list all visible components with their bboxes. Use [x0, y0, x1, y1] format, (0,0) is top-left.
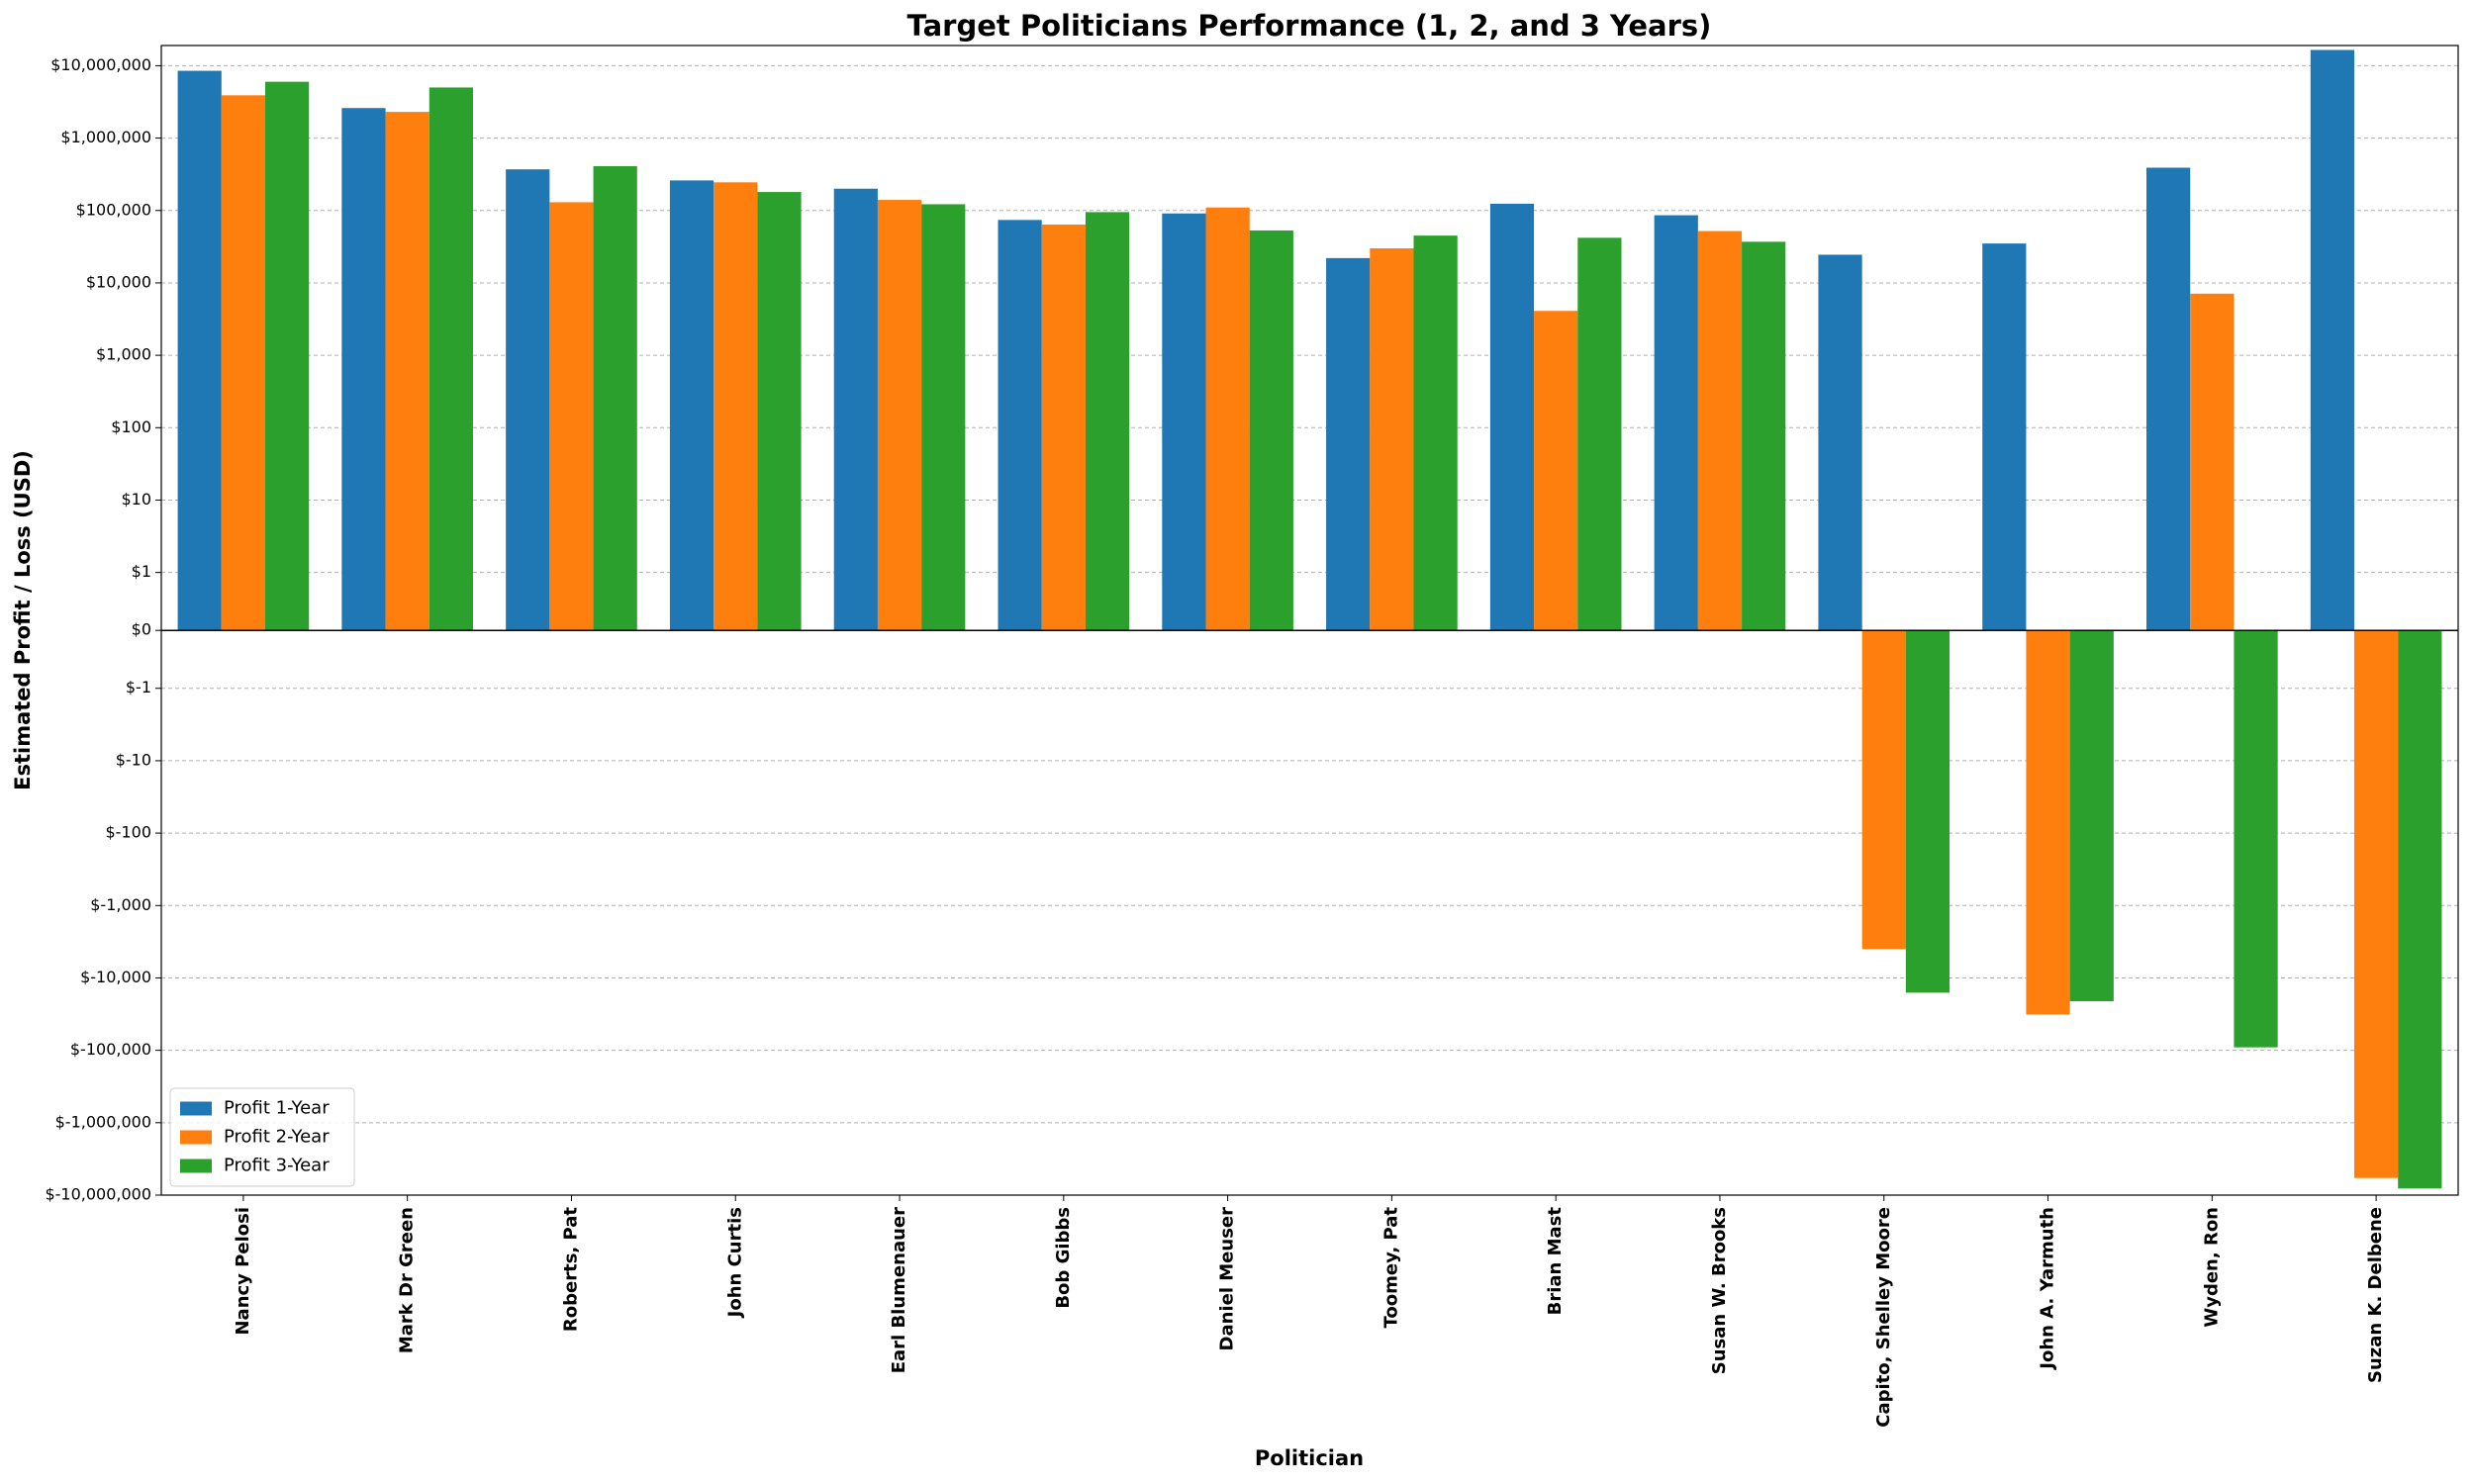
bar — [385, 112, 429, 631]
bar — [1205, 207, 1250, 631]
x-tick-label: Susan W. Brooks — [1709, 1207, 1730, 1374]
bar — [757, 192, 802, 631]
legend-label: Profit 1-Year — [224, 1098, 330, 1119]
y-tick-label: $-1,000,000 — [55, 1112, 151, 1131]
bar — [1326, 257, 1371, 631]
bar — [1041, 224, 1086, 631]
bar — [998, 220, 1042, 631]
bar — [549, 202, 594, 631]
bar — [669, 180, 714, 631]
chart-title: Target Politicians Performance (1, 2, an… — [907, 9, 1712, 43]
bar — [833, 188, 878, 631]
x-tick-label: Toomey, Pat — [1380, 1207, 1401, 1329]
bar — [2310, 49, 2355, 631]
x-tick-label: Bob Gibbs — [1053, 1207, 1074, 1309]
bar — [2190, 293, 2235, 631]
bar — [341, 108, 386, 631]
bar — [2069, 630, 2114, 1002]
y-tick-label: $-100,000 — [70, 1040, 151, 1059]
bar — [1413, 235, 1458, 631]
y-tick-label: $1 — [132, 562, 151, 581]
bar — [1249, 230, 1293, 631]
bar — [1982, 243, 2027, 631]
y-tick-label: $-10 — [116, 750, 151, 769]
bar — [1370, 248, 1414, 631]
bar — [177, 70, 222, 631]
x-axis-label: Politician — [1255, 1446, 1364, 1470]
bar — [1534, 311, 1578, 631]
x-tick-label: Mark Dr Green — [397, 1207, 418, 1353]
bar — [1085, 212, 1130, 631]
y-tick-label: $1,000,000 — [60, 128, 151, 146]
legend-swatch — [180, 1159, 212, 1173]
bar — [1905, 630, 1951, 993]
bar — [428, 87, 473, 631]
legend-swatch — [180, 1130, 212, 1145]
y-tick-label: $10 — [121, 490, 151, 509]
y-tick-label: $100,000 — [76, 200, 151, 219]
bar — [264, 81, 310, 631]
bar — [1577, 237, 1622, 631]
x-tick-label: Roberts, Pat — [560, 1207, 581, 1332]
legend-swatch — [180, 1101, 212, 1116]
bar — [1818, 254, 1862, 631]
bar — [506, 169, 550, 631]
legend-label: Profit 3-Year — [224, 1156, 330, 1176]
x-tick-label: Brian Mast — [1545, 1207, 1566, 1316]
y-tick-label: $10,000,000 — [50, 55, 151, 74]
bar — [593, 165, 637, 631]
y-tick-label: $-100 — [106, 823, 152, 842]
legend: Profit 1-Year Profit 2-Year Profit 3-Year — [169, 1087, 355, 1187]
x-tick-label: John Curtis — [724, 1207, 745, 1319]
y-axis-label: Estimated Profit / Loss (USD) — [11, 450, 35, 790]
bar — [1861, 630, 1906, 950]
bar — [1697, 231, 1743, 631]
bar — [1162, 213, 1206, 631]
bar — [221, 95, 265, 631]
bar — [2354, 630, 2399, 1178]
bar — [1489, 203, 1535, 631]
bar — [714, 182, 758, 631]
x-tick-label: Daniel Meuser — [1217, 1207, 1238, 1351]
y-tick-label: $100 — [111, 417, 151, 436]
bar — [921, 204, 966, 631]
bar — [2146, 167, 2191, 631]
x-tick-label: Wyden, Ron — [2201, 1207, 2222, 1328]
y-tick-label: $-10,000 — [80, 968, 151, 986]
plot-frame — [160, 45, 2459, 1196]
x-tick-label: John A. Yarmuth — [2038, 1207, 2058, 1371]
y-tick-label: $-1,000 — [90, 895, 151, 914]
x-tick-label: Nancy Pelosi — [233, 1207, 253, 1336]
bar — [877, 200, 922, 631]
x-tick-label: Earl Blumenauer — [889, 1207, 909, 1373]
x-tick-label: Suzan K. Delbene — [2365, 1207, 2386, 1383]
y-tick-label: $0 — [132, 620, 151, 639]
bar — [2026, 630, 2070, 1015]
y-tick-label: $-10,000,000 — [45, 1185, 151, 1204]
y-tick-label: $1,000 — [96, 345, 151, 364]
legend-frame — [169, 1087, 355, 1187]
legend-label: Profit 2-Year — [224, 1127, 330, 1148]
bar — [2234, 630, 2278, 1048]
bar — [2398, 630, 2442, 1189]
y-tick-label: $-1 — [126, 678, 151, 696]
bar — [1742, 241, 1786, 631]
y-tick-label: $10,000 — [86, 272, 151, 291]
x-tick-label: Capito, Shelley Moore — [1873, 1207, 1894, 1428]
bar — [1654, 215, 1698, 631]
